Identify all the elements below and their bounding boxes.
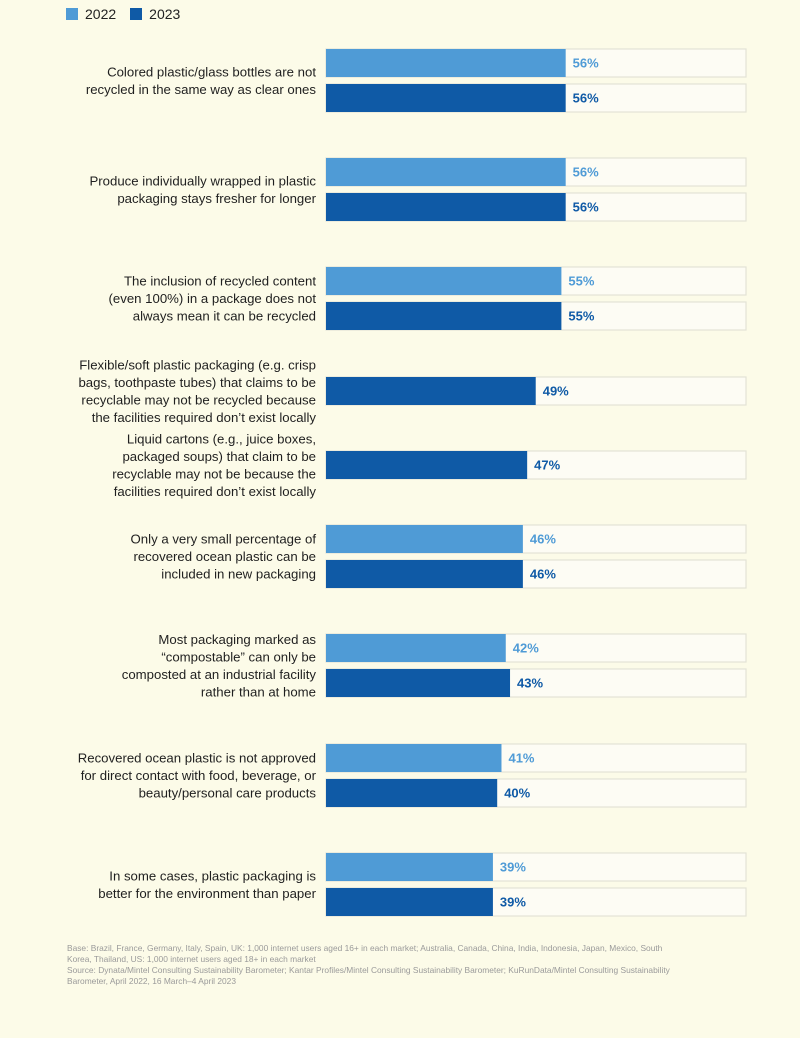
bar-2023 [326, 888, 493, 916]
category-label-line: always mean it can be recycled [133, 309, 316, 324]
bar-2022 [326, 267, 562, 295]
data-label-2023: 40% [504, 786, 530, 801]
data-label-2023: 56% [573, 200, 599, 215]
source-note-line: Barometer, April 2022, 16 March–4 April … [67, 976, 236, 986]
category-label-line: Liquid cartons (e.g., juice boxes, [127, 431, 316, 446]
category-label-line: beauty/personal care products [139, 786, 317, 801]
source-note: Base: Brazil, France, Germany, Italy, Sp… [67, 943, 757, 987]
category-label-line: facilities required don’t exist locally [114, 484, 317, 499]
bar-2022 [326, 744, 502, 772]
source-note-line: Source: Dynata/Mintel Consulting Sustain… [67, 965, 670, 975]
bar-2022 [326, 525, 523, 553]
data-label-2023: 55% [568, 309, 594, 324]
bar-2023 [326, 451, 528, 479]
source-note-line: Base: Brazil, France, Germany, Italy, Sp… [67, 943, 663, 953]
data-label-2022: 56% [573, 56, 599, 71]
category-label-line: better for the environment than paper [98, 886, 316, 901]
legend-swatch-2022 [66, 8, 78, 20]
bar-chart: Colored plastic/glass bottles are not rec… [78, 48, 747, 917]
category-label-line: packaging stays fresher for longer [117, 191, 316, 206]
legend-label-2023: 2023 [149, 6, 181, 22]
category-label-line: “compostable” can only be [161, 649, 316, 664]
category-label-line: Flexible/soft plastic packaging (e.g. cr… [79, 357, 316, 372]
bar-2023 [326, 84, 566, 112]
category-label-line: In some cases, plastic packaging is [109, 868, 316, 883]
category-label-line: Produce individually wrapped in plastic [89, 173, 316, 188]
bar-2023 [326, 377, 536, 405]
category-label-line: Recovered ocean plastic is not approved [78, 751, 316, 766]
category-label-line: recovered ocean plastic can be [133, 549, 316, 564]
bar-2023 [326, 560, 523, 588]
category-label-line: rather than at home [201, 684, 316, 699]
legend-swatch-2023 [130, 8, 143, 20]
category-label-line: Colored plastic/glass bottles are not [107, 64, 316, 79]
category-label-line: Most packaging marked as [158, 632, 316, 647]
bar-2022 [326, 49, 566, 77]
legend-label-2022: 2022 [85, 6, 117, 22]
category-label-line: included in new packaging [161, 567, 316, 582]
data-label-2023: 49% [543, 384, 569, 399]
bar-2022 [326, 634, 506, 662]
bar-2023 [326, 193, 566, 221]
category-label-line: recycled in the same way as clear ones [86, 82, 317, 97]
bar-2023 [326, 302, 562, 330]
data-label-2023: 56% [573, 91, 599, 106]
bar-2023 [326, 669, 511, 697]
category-label-line: packaged soups) that claim to be [122, 449, 316, 464]
category-label-line: composted at an industrial facility [122, 667, 317, 682]
source-note-line: Korea, Thailand, US: 1,000 internet user… [67, 954, 316, 964]
legend-item-2023: 2023 [130, 6, 180, 22]
bar-2023 [326, 779, 498, 807]
data-label-2022: 56% [573, 165, 599, 180]
data-label-2023: 47% [534, 458, 560, 473]
data-label-2023: 46% [530, 567, 556, 582]
data-label-2022: 41% [508, 751, 534, 766]
data-label-2023: 39% [500, 895, 526, 910]
data-label-2022: 55% [568, 274, 594, 289]
data-label-2023: 43% [517, 676, 543, 691]
category-label-line: for direct contact with food, beverage, … [81, 768, 317, 783]
category-label-line: Only a very small percentage of [131, 532, 317, 547]
category-label-line: recyclable may not be because the [112, 466, 316, 481]
category-label-line: bags, toothpaste tubes) that claims to b… [78, 375, 316, 390]
data-label-2022: 42% [513, 641, 539, 656]
category-label-line: recyclable may not be recycled because [81, 392, 316, 407]
category-label-line: the facilities required don’t exist loca… [92, 410, 317, 425]
bar-2022 [326, 158, 566, 186]
bar-2022 [326, 853, 493, 881]
legend-item-2022: 2022 [66, 6, 116, 22]
chart-legend: 2022 2023 [66, 4, 194, 24]
category-label-line: The inclusion of recycled content [124, 274, 316, 289]
data-label-2022: 39% [500, 860, 526, 875]
data-label-2022: 46% [530, 532, 556, 547]
category-label-line: (even 100%) in a package does not [109, 291, 317, 306]
